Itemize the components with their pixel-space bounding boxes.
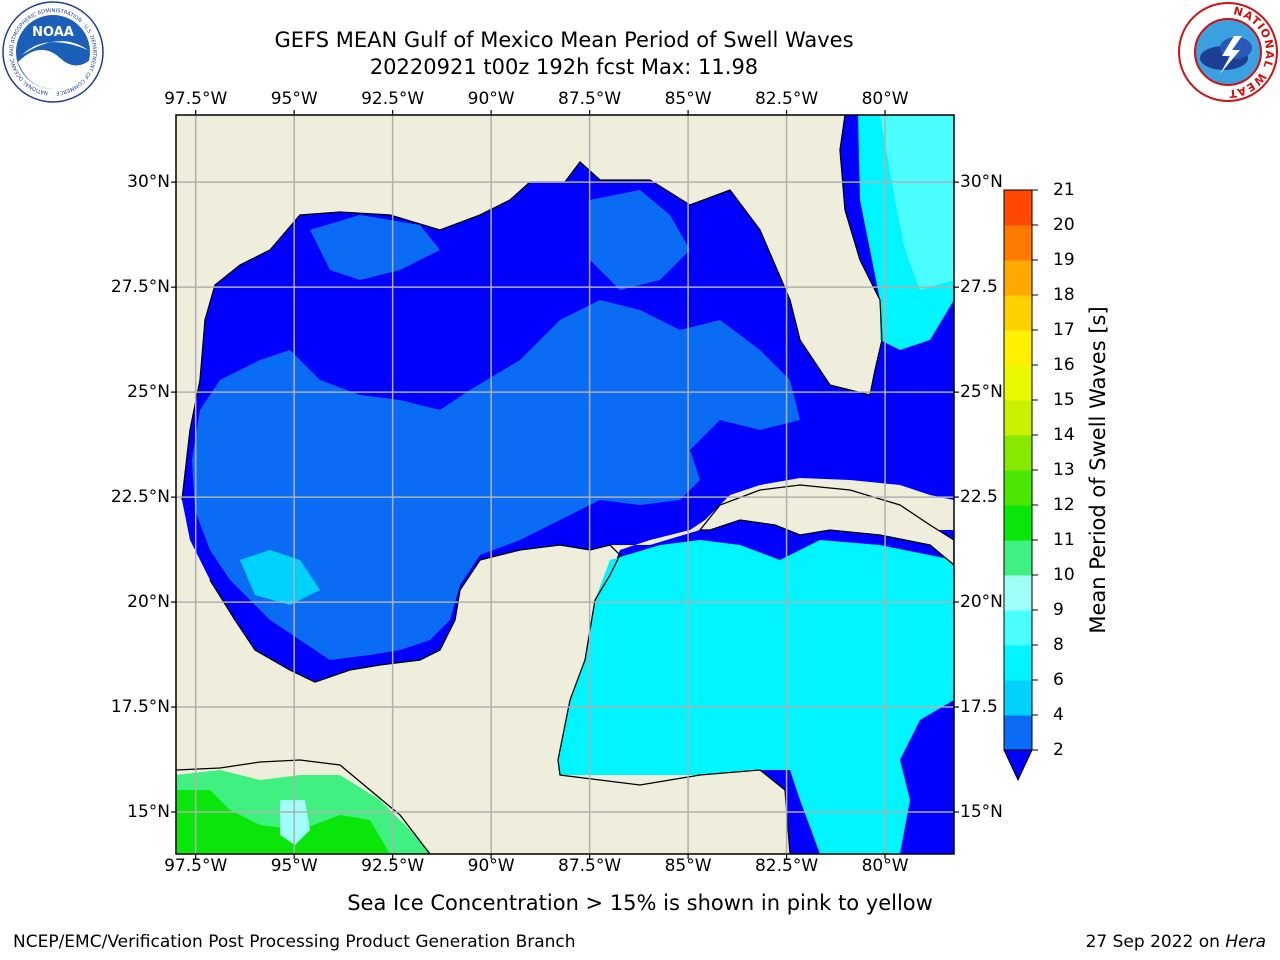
lat-tick-label-left: 17.5°N [110, 697, 170, 718]
colorbar-swatch [1004, 610, 1032, 646]
swell-band-cyan-caribbean [558, 540, 954, 854]
lon-tick-label-bottom: 90°W [467, 856, 515, 876]
map-frame [175, 114, 955, 855]
colorbar-label: 11 [1053, 530, 1075, 550]
map-title: GEFS MEAN Gulf of Mexico Mean Period of … [274, 28, 854, 52]
swell-band-pacific-green [176, 790, 390, 854]
swell-band-light-cyan [880, 115, 954, 290]
colorbar-title: Mean Period of Swell Waves [s] [1086, 306, 1110, 634]
colorbar-label: 10 [1053, 565, 1075, 585]
lon-tick-label-top: 82.5°W [754, 89, 819, 109]
lon-tick-label-bottom: 95°W [270, 856, 318, 876]
nws-logo: NATIONAL WEATHER SERVICE [1176, 0, 1278, 102]
colorbar-label: 21 [1053, 180, 1075, 200]
colorbar-label: 17 [1053, 320, 1075, 340]
swell-band-pacific-light [280, 800, 310, 845]
colorbar-swatch [1004, 680, 1032, 716]
colorbar-swatch [1004, 190, 1032, 226]
lon-tick-label-top: 85°W [664, 89, 712, 109]
svg-text:NOAA: NOAA [32, 25, 74, 40]
colorbar-extend-arrow [1003, 749, 1033, 782]
colorbar-label: 6 [1053, 670, 1064, 690]
colorbar-swatch [1004, 435, 1032, 471]
colorbar-label: 13 [1053, 460, 1075, 480]
lat-tick-label-left: 22.5°N [110, 487, 170, 508]
gridlines [176, 115, 954, 854]
swell-band-blue-north [310, 215, 440, 280]
coastline-pacific [176, 759, 431, 854]
lat-tick-label-right: 30°N [960, 172, 1003, 193]
colorbar-label: 9 [1053, 600, 1064, 620]
colorbar-swatch [1004, 505, 1032, 541]
colorbar-swatch [1004, 400, 1032, 436]
colorbar-swatch [1004, 645, 1032, 681]
lon-tick-label-bottom: 97.5°W [164, 856, 228, 876]
lat-tick-label-right: 22.5 [960, 487, 998, 508]
noaa-logo: NOAA NATIONAL OCEANIC AND ATMOSPHERIC AD… [2, 1, 104, 103]
swell-band-blue [192, 300, 800, 660]
colorbar-swatch [1004, 330, 1032, 366]
lat-tick-label-right: 15°N [960, 802, 1003, 822]
colorbar-label: 8 [1053, 635, 1064, 655]
colorbar-label: 19 [1053, 250, 1075, 270]
lat-tick-label-left: 25°N [127, 382, 170, 403]
colorbar-swatch [1004, 575, 1032, 611]
colorbar-label: 12 [1053, 495, 1075, 515]
swell-band-cyan-west [240, 550, 320, 605]
lat-tick-label-right: 20°N [960, 592, 1003, 613]
colorbar-swatch [1004, 540, 1032, 576]
lat-tick-label-right: 17.5 [960, 697, 998, 718]
lon-tick-label-top: 92.5°W [361, 89, 425, 109]
lon-tick-label-top: 80°W [861, 89, 909, 109]
colorbar-label: 16 [1053, 355, 1075, 375]
colorbar-swatch [1004, 470, 1032, 506]
lat-tick-label-left: 27.5°N [110, 277, 170, 298]
colorbar-swatch [1004, 225, 1032, 261]
lon-tick-label-top: 87.5°W [558, 89, 622, 109]
colorbar-swatch [1004, 260, 1032, 296]
lon-tick-label-bottom: 82.5°W [754, 856, 819, 876]
lon-tick-label-bottom: 85°W [664, 856, 712, 876]
lon-tick-label-bottom: 87.5°W [558, 856, 622, 876]
colorbar-swatch [1004, 295, 1032, 331]
lon-tick-label-top: 95°W [270, 89, 318, 109]
map-subtitle: 20220921 t00z 192h fcst Max: 11.98 [369, 55, 759, 79]
lon-tick-label-top: 97.5°W [164, 89, 228, 109]
colorbar-label: 15 [1053, 390, 1075, 410]
colorbar-swatch [1004, 365, 1032, 401]
credit-text: NCEP/EMC/Verification Post Processing Pr… [13, 932, 576, 952]
colorbar-label: 18 [1053, 285, 1075, 305]
lat-tick-label-right: 25°N [960, 382, 1003, 403]
lon-tick-label-bottom: 92.5°W [361, 856, 425, 876]
lat-tick-label-left: 15°N [127, 802, 170, 822]
lat-tick-label-left: 20°N [127, 592, 170, 613]
swell-band-blue-east [590, 190, 690, 290]
colorbar-label: 20 [1053, 215, 1075, 235]
lon-tick-label-top: 90°W [467, 89, 515, 109]
colorbar [1003, 189, 1038, 782]
colorbar-label: 4 [1053, 705, 1064, 725]
sea-ice-note: Sea Ice Concentration > 15% is shown in … [347, 891, 933, 915]
date-label: 27 Sep 2022 on [1085, 932, 1220, 952]
machine-name: Hera [1225, 932, 1266, 952]
date-text: 27 Sep 2022 on Hera [1086, 932, 1266, 952]
colorbar-label: 14 [1053, 425, 1075, 445]
colorbar-swatch [1004, 715, 1032, 751]
colorbar-label: 2 [1053, 740, 1064, 760]
lat-tick-label-left: 30°N [127, 172, 170, 193]
lat-tick-label-right: 27.5 [960, 277, 998, 298]
lon-tick-label-bottom: 80°W [861, 856, 909, 876]
